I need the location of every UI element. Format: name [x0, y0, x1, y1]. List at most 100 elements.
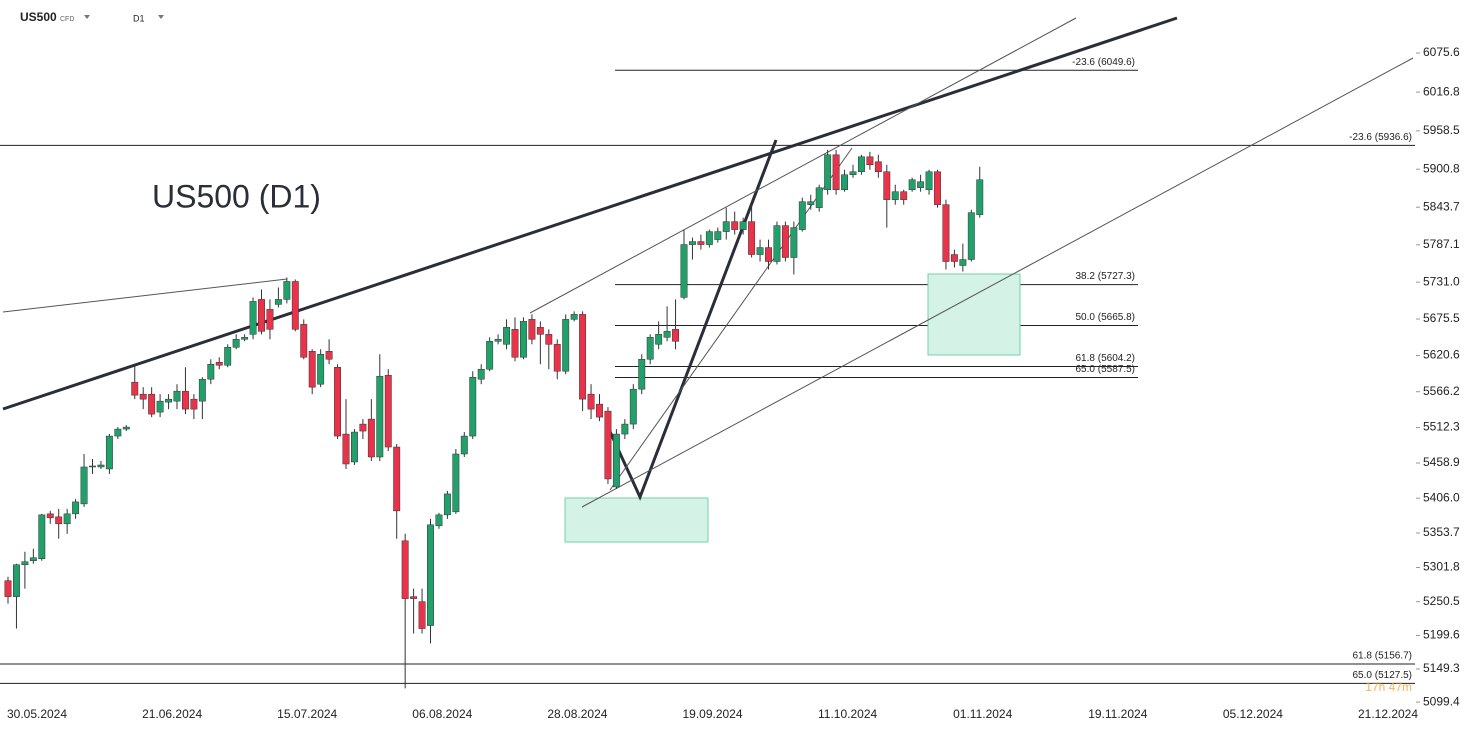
candle-body: [765, 247, 772, 262]
candle-body: [190, 398, 198, 410]
dropdown-arrow[interactable]: [158, 15, 164, 19]
x-tick-label: 06.08.2024: [412, 707, 472, 721]
candle-body: [477, 368, 485, 380]
candle-body: [494, 339, 502, 342]
y-tick-label: 5099.4: [1423, 694, 1460, 708]
fib-label: -23.6 (6049.6): [1072, 57, 1135, 68]
candle-body: [815, 187, 823, 208]
candle-body: [55, 516, 63, 525]
candle-body: [798, 201, 806, 230]
candle-body: [629, 388, 637, 425]
candle-body: [131, 381, 139, 396]
candle-body: [29, 557, 37, 561]
fib-label: 50.0 (5665.8): [1076, 312, 1136, 323]
fib-label: 61.8 (5604.2): [1076, 353, 1136, 364]
candle-body: [866, 156, 874, 166]
candle-body: [832, 154, 840, 190]
candle-body: [308, 351, 316, 388]
candle-body: [604, 410, 612, 480]
x-tick-label: 19.09.2024: [682, 707, 742, 721]
candle-body: [393, 446, 401, 512]
candle-body: [427, 524, 434, 626]
candle-body: [520, 321, 527, 358]
fib-label: 38.2 (5727.3): [1076, 271, 1136, 282]
candle-body: [232, 339, 240, 348]
candle-body: [663, 331, 671, 338]
x-tick-label: 30.05.2024: [7, 707, 67, 721]
y-tick-label: 5301.8: [1423, 560, 1460, 574]
candle-body: [722, 221, 730, 232]
candle-body: [976, 179, 984, 215]
drawings: [2, 16, 1414, 543]
y-tick-label: 5406.0: [1423, 490, 1460, 504]
candle-body: [553, 344, 561, 372]
candle-body: [173, 390, 181, 402]
candle-body: [283, 281, 291, 300]
candle-body: [401, 540, 409, 599]
candle-body: [917, 181, 925, 188]
candle-body: [156, 400, 164, 413]
candle-body: [874, 161, 882, 172]
axes: 6075.6 6016.8 5958.5 5900.8 5843.7 5787.1 5731…: [7, 45, 1460, 721]
candle-body: [46, 513, 54, 519]
candle-body: [198, 378, 206, 402]
candle-body: [215, 362, 223, 366]
x-tick-label: 19.11.2024: [1088, 707, 1147, 721]
timeframe[interactable]: D1: [133, 13, 145, 23]
candle-body: [469, 376, 477, 437]
candle-body: [883, 171, 891, 200]
candle-body: [934, 171, 941, 205]
y-tick-label: 5958.5: [1423, 123, 1460, 137]
candle-body: [165, 398, 173, 403]
symbol-type: CFD: [60, 16, 74, 23]
x-tick-label: 15.07.2024: [277, 707, 337, 721]
fib-label: 65.0 (5127.5): [1353, 670, 1413, 681]
fib-label: 61.8 (5156.7): [1353, 651, 1413, 662]
y-tick-label: 5149.3: [1423, 661, 1460, 675]
x-tick-label: 11.10.2024: [818, 707, 877, 721]
candle-body: [950, 254, 958, 262]
dropdown-arrow[interactable]: [84, 15, 90, 19]
candle-body: [114, 428, 122, 437]
candle-body: [807, 201, 815, 205]
candle-body: [570, 314, 578, 320]
fib-label: -23.6 (5936.6): [1349, 132, 1412, 143]
zone: [564, 497, 709, 543]
candle-body: [122, 426, 130, 430]
candle-body: [503, 327, 511, 345]
candle-body: [511, 329, 519, 358]
candle-body: [291, 281, 299, 330]
candle-body: [680, 244, 688, 298]
candle-body: [638, 359, 646, 390]
y-tick-label: 5353.7: [1423, 525, 1460, 539]
candle-body: [148, 393, 156, 415]
candle-body: [452, 453, 460, 513]
y-tick-label: 5199.6: [1423, 628, 1460, 642]
trend-line: [2, 278, 288, 313]
candle-body: [97, 464, 105, 468]
candle-body: [317, 354, 325, 385]
candle-body: [80, 466, 88, 505]
candle-body: [790, 227, 798, 258]
candle-body: [224, 347, 232, 366]
candle-body: [731, 221, 739, 230]
x-tick-label: 21.06.2024: [142, 707, 202, 721]
candle-body: [739, 221, 747, 230]
candle-body: [241, 337, 249, 340]
candle-body: [139, 393, 147, 400]
candle-body: [925, 171, 933, 190]
y-tick-label: 5458.9: [1423, 455, 1460, 469]
x-tick-label: 01.11.2024: [953, 707, 1012, 721]
channel-line: [581, 57, 1414, 508]
y-tick-label: 6075.6: [1423, 45, 1460, 59]
y-tick-label: 5250.5: [1423, 594, 1460, 608]
timer: 17h 47m: [1365, 680, 1412, 694]
candle-body: [773, 225, 781, 262]
candle-body: [655, 334, 663, 345]
y-tick-label: 5566.2: [1423, 384, 1460, 398]
candle-body: [587, 393, 595, 410]
candle-body: [824, 154, 832, 190]
candle-body: [376, 375, 384, 458]
candle-body: [891, 191, 899, 200]
candle-body: [351, 431, 358, 463]
